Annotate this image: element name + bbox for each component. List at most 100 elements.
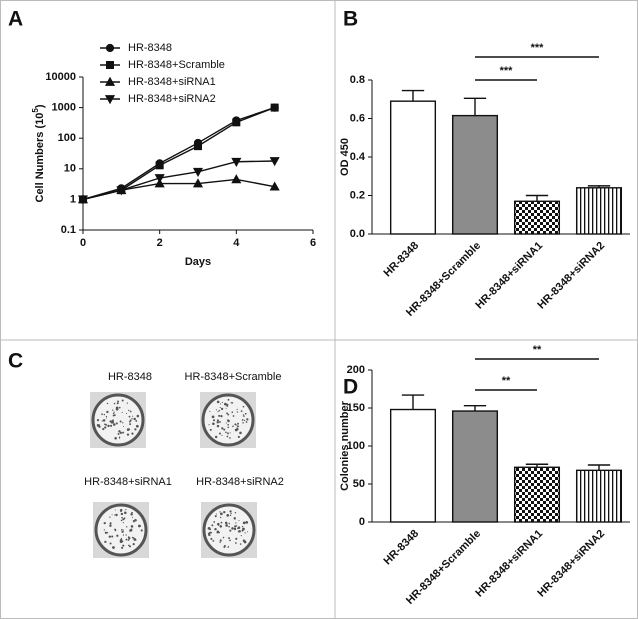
colony bbox=[227, 545, 229, 548]
colony bbox=[218, 432, 221, 435]
x-tick-label: HR-8348 bbox=[382, 240, 422, 280]
colony bbox=[221, 401, 223, 404]
colony bbox=[242, 405, 245, 408]
error-bar bbox=[463, 405, 487, 412]
colony bbox=[132, 517, 134, 519]
colony bbox=[238, 529, 241, 533]
colony bbox=[226, 403, 229, 406]
colony bbox=[223, 428, 226, 431]
significance-label: *** bbox=[500, 65, 514, 77]
colony bbox=[211, 524, 214, 527]
colony bbox=[227, 546, 229, 549]
colony bbox=[231, 411, 234, 414]
panel-label: D bbox=[343, 376, 358, 399]
colony bbox=[228, 525, 230, 528]
colony bbox=[235, 522, 237, 524]
y-tick-label: 1 bbox=[70, 193, 76, 205]
colony bbox=[220, 407, 224, 411]
marker bbox=[116, 186, 127, 196]
colony bbox=[109, 522, 112, 525]
y-tick-label: 200 bbox=[347, 364, 365, 376]
colony bbox=[225, 524, 228, 527]
marker bbox=[270, 103, 279, 112]
marker bbox=[232, 118, 241, 127]
colony bbox=[121, 516, 123, 519]
colony bbox=[210, 537, 213, 540]
colony bbox=[235, 542, 237, 544]
colony bbox=[116, 534, 119, 537]
colony bbox=[225, 422, 227, 424]
colony bbox=[117, 400, 120, 403]
bar bbox=[575, 187, 623, 235]
colony bbox=[121, 530, 124, 533]
colony bbox=[214, 527, 217, 531]
colony bbox=[123, 425, 125, 427]
well-image bbox=[93, 502, 149, 558]
colony bbox=[219, 541, 221, 543]
colony bbox=[225, 431, 227, 434]
significance-label: ** bbox=[502, 375, 511, 387]
marker bbox=[194, 142, 202, 151]
y-axis-title-part: Cell Numbers (10 bbox=[34, 113, 46, 203]
colony bbox=[241, 419, 244, 421]
colony bbox=[231, 402, 234, 404]
colony bbox=[132, 519, 135, 522]
colony bbox=[241, 529, 244, 532]
colony bbox=[245, 421, 248, 423]
marker bbox=[192, 178, 204, 188]
colony bbox=[214, 435, 218, 439]
colony bbox=[229, 432, 231, 434]
colony bbox=[241, 525, 244, 528]
colony bbox=[244, 532, 246, 534]
colony bbox=[234, 525, 237, 528]
y-tick-label: 0 bbox=[359, 516, 365, 528]
y-tick-label: 50 bbox=[353, 478, 365, 490]
bar bbox=[451, 410, 499, 523]
colony bbox=[120, 537, 123, 540]
colony bbox=[221, 434, 223, 436]
marker bbox=[269, 157, 280, 167]
colony bbox=[226, 435, 229, 438]
colony bbox=[123, 511, 127, 515]
bar bbox=[451, 114, 499, 235]
colony bbox=[219, 516, 222, 519]
colony bbox=[120, 519, 123, 522]
error-bar bbox=[401, 394, 425, 410]
colony bbox=[126, 526, 128, 528]
colony bbox=[232, 415, 235, 417]
colony bbox=[234, 512, 237, 514]
y-axis-title-part: ) bbox=[34, 104, 46, 108]
colony bbox=[219, 539, 222, 542]
colony bbox=[220, 521, 223, 524]
colony bbox=[240, 535, 242, 537]
colony bbox=[102, 419, 106, 422]
colony bbox=[223, 511, 226, 514]
colony bbox=[118, 406, 121, 409]
colony bbox=[120, 508, 123, 512]
colony bbox=[236, 411, 239, 413]
colony bbox=[230, 402, 232, 404]
colony bbox=[122, 529, 125, 531]
colony bbox=[115, 513, 118, 517]
colony bbox=[106, 402, 109, 405]
colony bbox=[229, 510, 232, 513]
colony bbox=[240, 410, 243, 412]
marker bbox=[77, 195, 89, 205]
colony bbox=[216, 424, 220, 428]
colony bbox=[239, 431, 242, 435]
colony bbox=[101, 413, 103, 416]
colony bbox=[218, 414, 221, 417]
marker bbox=[154, 174, 165, 184]
colony bbox=[122, 431, 125, 434]
x-tick-label: 4 bbox=[233, 237, 240, 249]
colony bbox=[105, 415, 108, 418]
colony bbox=[216, 421, 219, 424]
y-tick-label: 0.2 bbox=[350, 189, 365, 201]
colony bbox=[96, 419, 100, 422]
colony bbox=[229, 539, 231, 542]
colony bbox=[122, 544, 125, 547]
colony bbox=[219, 525, 223, 528]
colony bbox=[227, 398, 230, 401]
colony bbox=[135, 424, 139, 428]
colony bbox=[233, 527, 237, 531]
